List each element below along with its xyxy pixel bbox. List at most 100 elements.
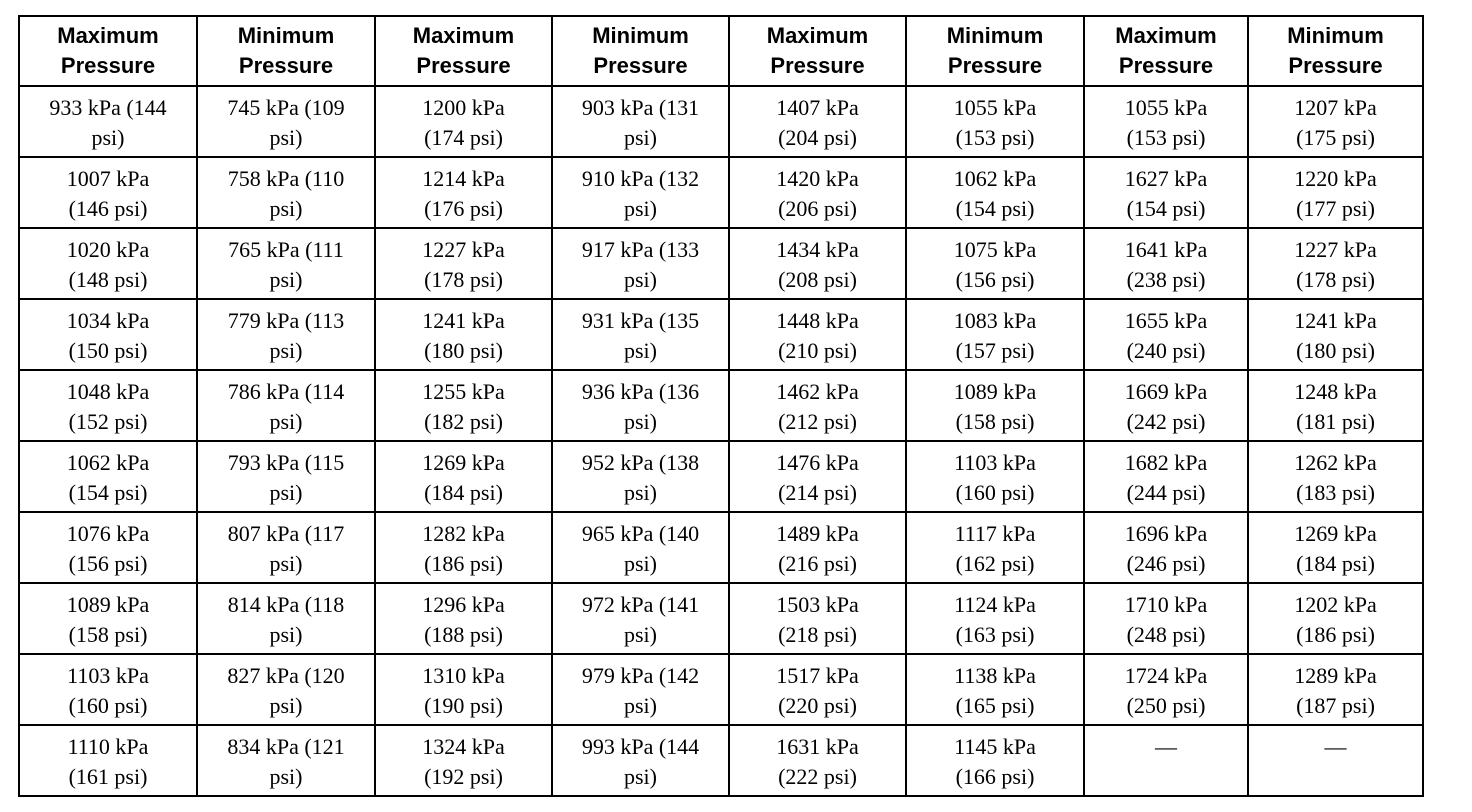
cell-text: psi): [269, 267, 303, 292]
cell-text: (180 psi): [1296, 338, 1375, 363]
table-cell: 1489 kPa (216 psi): [728, 511, 907, 584]
cell-text: 1710 kPa: [1124, 592, 1208, 617]
cell-text: 786 kPa (114: [227, 379, 345, 404]
table-cell: 1289 kPa (187 psi): [1247, 653, 1424, 726]
cell-text: psi): [91, 125, 125, 150]
cell-text: 903 kPa (131: [581, 95, 700, 120]
cell-text: 1220 kPa: [1294, 166, 1377, 191]
cell-text: 1076 kPa: [66, 521, 150, 546]
cell-text: (186 psi): [424, 551, 503, 576]
cell-text: 1089 kPa: [66, 592, 150, 617]
column-header-text: Pressure: [238, 53, 334, 78]
cell-text: (212 psi): [778, 409, 857, 434]
table-cell: 1200 kPa (174 psi): [374, 85, 553, 158]
table-cell: 903 kPa (131 psi): [551, 85, 730, 158]
table-cell: 779 kPa (113 psi): [196, 298, 376, 371]
cell-text: (222 psi): [778, 764, 857, 789]
table-cell: —: [1247, 724, 1424, 797]
table-cell: 1034 kPa (150 psi): [18, 298, 198, 371]
cell-text: 1034 kPa: [66, 308, 150, 333]
table-cell: 1138 kPa (165 psi): [905, 653, 1085, 726]
cell-text: 936 kPa (136: [581, 379, 700, 404]
table-cell: 827 kPa (120 psi): [196, 653, 376, 726]
cell-text: 1448 kPa: [776, 308, 859, 333]
table-cell: 1055 kPa (153 psi): [1083, 85, 1249, 158]
cell-text: (180 psi): [424, 338, 503, 363]
cell-text: 1289 kPa: [1294, 663, 1377, 688]
table-cell: 1062 kPa (154 psi): [905, 156, 1085, 229]
table-cell: 1227 kPa (178 psi): [1247, 227, 1424, 300]
cell-text: 1062 kPa: [953, 166, 1037, 191]
cell-text: 1048 kPa: [66, 379, 150, 404]
cell-text: (166 psi): [955, 764, 1035, 789]
column-header-text: Pressure: [1288, 53, 1383, 78]
table-row: 1110 kPa (161 psi) 834 kPa (121 psi) 1324 kP…: [18, 724, 1424, 797]
table-cell: 1089 kPa (158 psi): [18, 582, 198, 655]
cell-text: 834 kPa (121: [227, 734, 345, 759]
cell-text: 1103 kPa: [67, 663, 149, 688]
table-cell: 1310 kPa (190 psi): [374, 653, 553, 726]
cell-text: (181 psi): [1296, 409, 1375, 434]
cell-text: (150 psi): [68, 338, 148, 363]
table-cell: 1517 kPa (220 psi): [728, 653, 907, 726]
table-cell: 1269 kPa (184 psi): [1247, 511, 1424, 584]
cell-text: 952 kPa (138: [581, 450, 700, 475]
cell-text: 1269 kPa: [422, 450, 505, 475]
table-cell: 917 kPa (133 psi): [551, 227, 730, 300]
pressure-table: Maximum Pressure Minimum Pressure Maximum Pre…: [18, 15, 1424, 797]
table-cell: 1083 kPa (157 psi): [905, 298, 1085, 371]
cell-text: 1503 kPa: [776, 592, 859, 617]
cell-text: —: [1155, 734, 1177, 759]
table-cell: —: [1083, 724, 1249, 797]
table-cell: 745 kPa (109 psi): [196, 85, 376, 158]
table-row: 1062 kPa (154 psi) 793 kPa (115 psi) 1269 kP…: [18, 440, 1424, 513]
table-cell: 807 kPa (117 psi): [196, 511, 376, 584]
cell-text: —: [1324, 734, 1347, 759]
cell-text: psi): [269, 693, 303, 718]
table-cell: 936 kPa (136 psi): [551, 369, 730, 442]
table-cell: 1476 kPa (214 psi): [728, 440, 907, 513]
cell-text: 1296 kPa: [422, 592, 505, 617]
cell-text: 793 kPa (115: [227, 450, 345, 475]
cell-text: (216 psi): [778, 551, 857, 576]
table-cell: 1710 kPa (248 psi): [1083, 582, 1249, 655]
cell-text: 933 kPa (144: [49, 95, 167, 120]
table-cell: 972 kPa (141 psi): [551, 582, 730, 655]
cell-text: (192 psi): [424, 764, 503, 789]
cell-text: (220 psi): [778, 693, 857, 718]
cell-text: (218 psi): [778, 622, 857, 647]
table-cell: 1089 kPa (158 psi): [905, 369, 1085, 442]
column-header: Maximum Pressure: [374, 15, 553, 87]
cell-text: (152 psi): [68, 409, 148, 434]
cell-text: (242 psi): [1126, 409, 1206, 434]
cell-text: (174 psi): [424, 125, 503, 150]
table-cell: 1214 kPa (176 psi): [374, 156, 553, 229]
cell-text: psi): [624, 764, 657, 789]
cell-text: 1627 kPa: [1124, 166, 1208, 191]
cell-text: 1682 kPa: [1124, 450, 1208, 475]
cell-text: 1075 kPa: [953, 237, 1037, 262]
cell-text: psi): [269, 196, 303, 221]
cell-text: 1420 kPa: [776, 166, 859, 191]
cell-text: (183 psi): [1296, 480, 1375, 505]
cell-text: 1655 kPa: [1124, 308, 1208, 333]
cell-text: psi): [624, 338, 657, 363]
cell-text: (238 psi): [1126, 267, 1206, 292]
cell-text: psi): [269, 622, 303, 647]
cell-text: 993 kPa (144: [581, 734, 700, 759]
table-row: 933 kPa (144 psi) 745 kPa (109 psi) 1200 kPa…: [18, 85, 1424, 158]
cell-text: 1631 kPa: [776, 734, 859, 759]
table-cell: 1641 kPa (238 psi): [1083, 227, 1249, 300]
cell-text: (188 psi): [424, 622, 503, 647]
cell-text: 1007 kPa: [66, 166, 150, 191]
cell-text: psi): [624, 622, 657, 647]
cell-text: 1241 kPa: [1294, 308, 1377, 333]
column-header-text: Minimum: [237, 23, 335, 48]
cell-text: 1227 kPa: [1294, 237, 1377, 262]
table-cell: 1062 kPa (154 psi): [18, 440, 198, 513]
cell-text: 1310 kPa: [422, 663, 505, 688]
table-cell: 1241 kPa (180 psi): [1247, 298, 1424, 371]
column-header-text: Pressure: [947, 53, 1043, 78]
cell-text: psi): [624, 693, 657, 718]
column-header-text: Pressure: [416, 53, 511, 78]
